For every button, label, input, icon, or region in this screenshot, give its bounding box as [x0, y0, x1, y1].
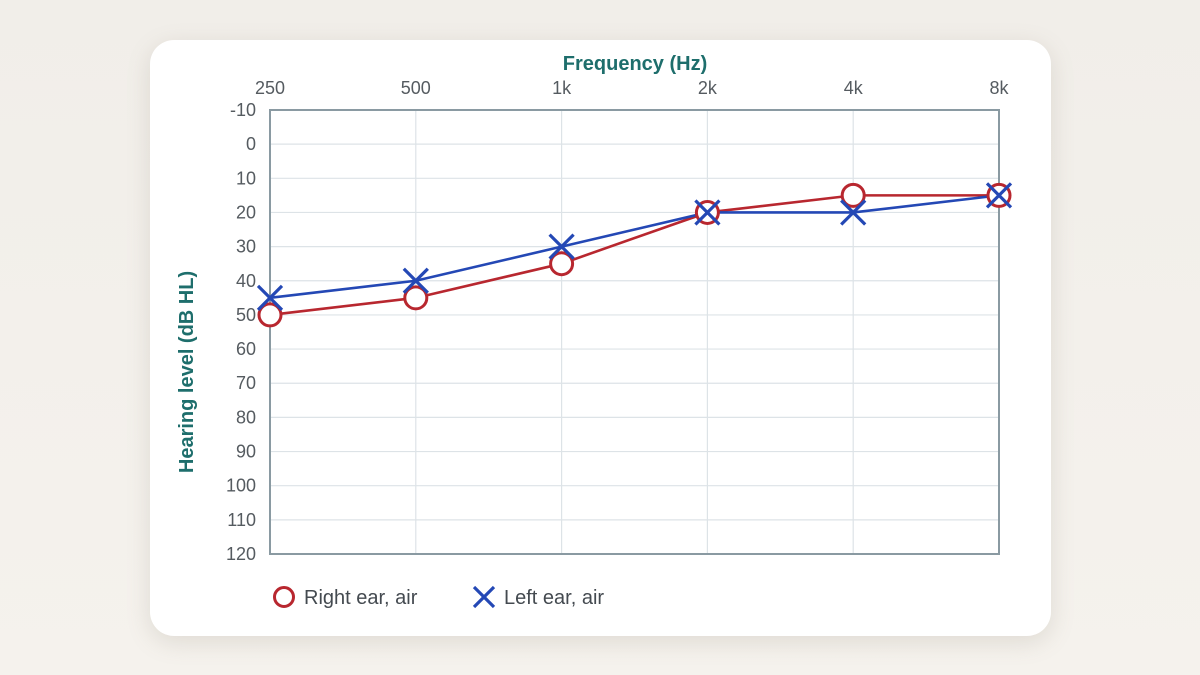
x-tick-label: 1k [552, 78, 572, 98]
x-marker [402, 267, 429, 294]
y-tick-label: -10 [230, 100, 256, 120]
circle-marker [403, 285, 429, 311]
x-tick-label: 8k [989, 78, 1009, 98]
chart-card: Frequency (Hz) Hearing level (dB HL) 250… [150, 40, 1051, 636]
legend-item: Right ear, air [273, 586, 418, 609]
legend-item: Left ear, air [472, 585, 604, 609]
y-tick-label: 30 [236, 237, 256, 257]
y-tick-label: 10 [236, 168, 256, 188]
y-tick-label: 40 [236, 271, 256, 291]
x-axis-title: Frequency (Hz) [563, 53, 707, 75]
series-line [269, 194, 1000, 300]
x-tick-label: 250 [255, 78, 285, 98]
x-tick-label: 4k [844, 78, 864, 98]
circle-marker [840, 182, 866, 208]
circle-marker [273, 586, 295, 608]
series-right-ear [269, 194, 999, 317]
circle-marker [257, 302, 283, 328]
audiogram-chart: Frequency (Hz) Hearing level (dB HL) 250… [176, 53, 1013, 609]
series-left-ear [269, 194, 1000, 300]
x-tick-label: 2k [698, 78, 718, 98]
y-axis-title: Hearing level (dB HL) [176, 271, 198, 473]
tick-labels: 250 500 1k 2k 4k 8k -10 0 10 20 30 40 50 60 70 80 90 100 1… [226, 78, 1010, 564]
x-marker [840, 199, 867, 226]
x-marker [472, 585, 496, 609]
x-marker [256, 284, 284, 311]
y-tick-label: 120 [226, 544, 256, 564]
series-markers [256, 182, 1013, 311]
series [256, 182, 1013, 328]
legend-label: Right ear, air [304, 587, 418, 609]
y-tick-label: 0 [246, 134, 256, 154]
y-tick-label: 20 [236, 202, 256, 222]
series-line [269, 194, 999, 317]
circle-marker [549, 251, 575, 277]
y-tick-label: 90 [236, 442, 256, 462]
grid [269, 109, 1000, 555]
x-marker [548, 233, 575, 260]
y-tick-label: 100 [226, 476, 256, 496]
legend-label: Left ear, air [504, 587, 604, 609]
y-tick-label: 110 [227, 510, 256, 530]
y-tick-label: 80 [236, 407, 256, 427]
x-tick-label: 500 [401, 78, 431, 98]
plot-frame [269, 109, 1000, 555]
y-tick-label: 60 [236, 339, 256, 359]
y-tick-label: 70 [236, 373, 256, 393]
x-marker [985, 182, 1013, 209]
y-tick-label: 50 [236, 305, 256, 325]
series-markers [257, 182, 1012, 328]
legend: Right ear, air Left ear, air [273, 585, 604, 609]
x-marker [694, 199, 721, 226]
